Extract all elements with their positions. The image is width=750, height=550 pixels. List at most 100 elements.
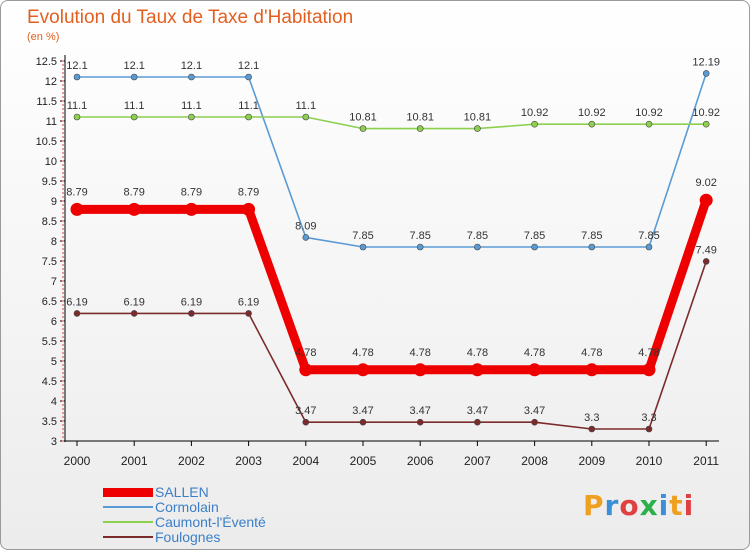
data-point-sallen [528,363,542,377]
data-point-foulognes [645,425,653,433]
data-label-sallen: 9.02 [695,177,716,189]
data-point-foulognes [245,310,252,317]
data-label-caumont-l-evente: 10.92 [578,107,606,119]
data-label-cormolain: 7.85 [352,230,373,242]
y-tick-label: 4 [51,396,57,408]
data-label-cormolain: 8.09 [295,220,316,232]
data-point-foulognes [359,418,367,426]
data-label-foulognes: 3.3 [641,412,656,424]
chart-title: Evolution du Taux de Taxe d'Habitation [27,7,354,28]
x-tick-label: 2003 [235,454,262,468]
data-point-caumont-l-evente [416,125,424,132]
data-point-caumont-l-evente [645,120,653,128]
data-label-foulognes: 6.19 [66,296,87,308]
logo-letter: t [669,489,684,522]
data-label-cormolain: 7.85 [409,230,430,242]
y-tick-label: 5.5 [42,336,57,348]
data-point-cormolain [474,243,481,251]
data-label-foulognes: 6.19 [238,296,259,308]
data-point-sallen [642,363,656,377]
legend-swatch [103,506,153,508]
data-point-foulognes [302,418,310,426]
data-point-caumont-l-evente [702,120,710,128]
data-label-sallen: 4.78 [638,347,659,359]
data-point-sallen [299,363,313,377]
data-label-caumont-l-evente: 11.1 [67,100,88,112]
logo-letter: r [604,489,620,522]
data-point-foulognes [73,310,81,317]
data-point-sallen [699,193,713,207]
data-point-caumont-l-evente [359,125,367,132]
y-tick-label: 5 [51,356,57,368]
data-point-foulognes [588,425,596,433]
data-point-cormolain [645,243,653,251]
data-label-caumont-l-evente: 10.81 [406,112,434,124]
x-tick-label: 2008 [521,454,548,468]
data-point-cormolain [73,73,81,81]
data-label-cormolain: 12.1 [181,60,202,72]
y-tick-label: 3 [51,436,57,448]
data-point-cormolain [359,243,367,251]
x-tick-label: 2001 [121,454,148,468]
legend-swatch [103,487,153,497]
data-point-caumont-l-evente [188,113,195,121]
y-tick-label: 9 [51,196,57,208]
data-point-sallen [470,363,484,377]
data-label-sallen: 8.79 [66,186,87,198]
y-tick-label: 12.5 [36,56,57,68]
series-line-caumont-l-evente [76,116,708,130]
data-point-caumont-l-evente [130,113,138,121]
y-tick-label: 7.5 [42,256,57,268]
x-tick-label: 2006 [407,454,434,468]
data-label-caumont-l-evente: 10.92 [692,107,720,119]
data-point-cormolain [245,73,252,81]
x-tick-label: 2010 [636,454,663,468]
data-point-foulognes [188,310,195,317]
logo-letter: P [583,489,605,522]
chart-unit: (en %) [27,31,60,43]
data-point-caumont-l-evente [245,113,252,121]
data-point-caumont-l-evente [302,113,310,121]
y-tick-label: 6 [51,316,57,328]
data-label-caumont-l-evente: 11.1 [181,100,202,112]
data-point-foulognes [474,418,481,426]
legend-label: Caumont-l'Éventé [155,514,266,530]
data-point-sallen [184,202,198,216]
data-point-cormolain [531,243,538,251]
data-point-foulognes [416,418,424,426]
x-tick-label: 2004 [292,454,319,468]
x-tick-label: 2011 [693,454,719,468]
data-label-caumont-l-evente: 10.81 [349,112,377,124]
data-label-sallen: 8.79 [123,186,144,198]
data-point-sallen [356,363,370,377]
y-tick-label: 10.5 [36,136,57,148]
data-label-sallen: 4.78 [409,347,430,359]
y-tick-label: 12 [45,76,57,88]
data-label-caumont-l-evente: 10.81 [464,112,492,124]
y-tick-label: 4.5 [42,376,57,388]
data-point-cormolain [416,243,424,251]
proxiti-logo: Proxiti [583,489,694,522]
data-label-caumont-l-evente: 10.92 [521,107,549,119]
legend-label: Cormolain [155,499,219,515]
data-point-foulognes [130,310,138,317]
data-label-sallen: 4.78 [467,347,488,359]
data-point-sallen [127,202,141,216]
data-label-cormolain: 12.1 [66,60,87,72]
logo-letter: x [639,489,659,522]
series-line-foulognes [76,260,708,430]
data-point-cormolain [188,73,195,81]
data-label-cormolain: 7.85 [581,230,602,242]
data-point-foulognes [531,418,538,426]
data-label-caumont-l-evente: 10.92 [635,107,663,119]
y-tick-label: 11 [46,116,57,128]
data-point-caumont-l-evente [588,120,596,128]
data-label-caumont-l-evente: 11.1 [296,100,317,112]
data-label-sallen: 4.78 [295,347,316,359]
logo-letter: i [683,489,695,522]
y-tick-label: 9.5 [42,176,57,188]
data-label-sallen: 4.78 [352,347,373,359]
data-point-cormolain [130,73,138,81]
